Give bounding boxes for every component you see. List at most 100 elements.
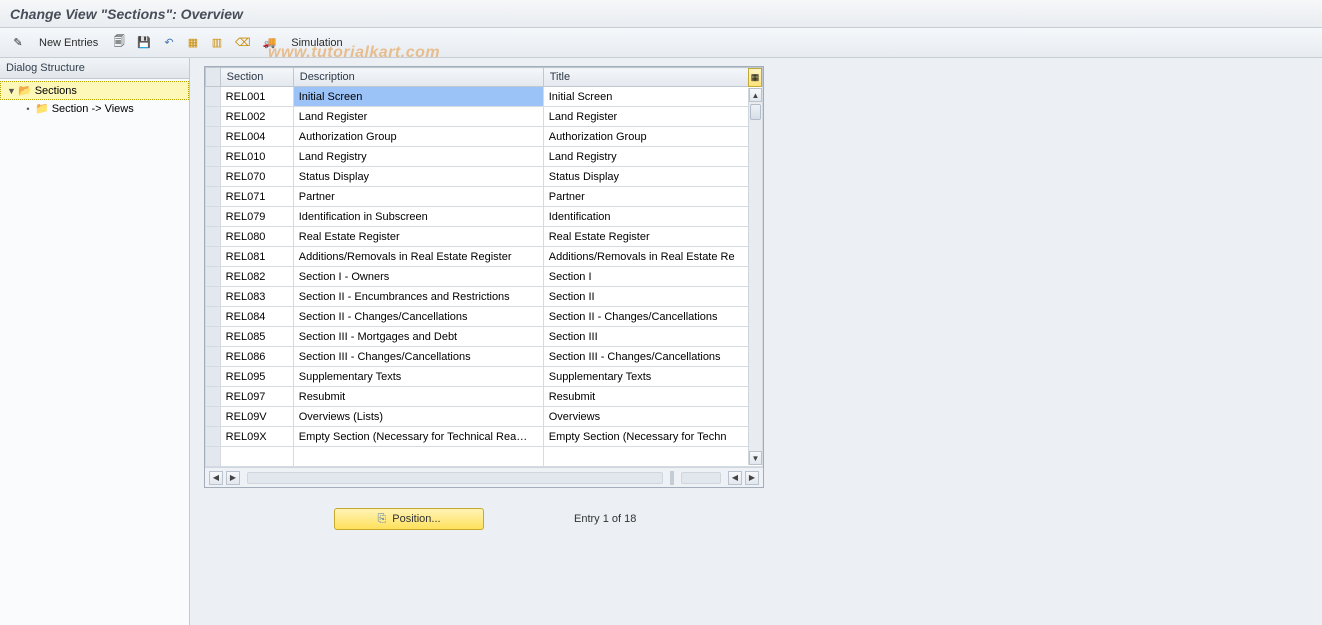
scroll-down-button[interactable]: ▼ xyxy=(749,451,762,465)
cell-title[interactable]: Identification xyxy=(543,207,762,227)
cell-section[interactable]: REL083 xyxy=(220,287,293,307)
row-selector[interactable] xyxy=(206,127,221,147)
table-row[interactable]: REL083Section II - Encumbrances and Rest… xyxy=(206,287,763,307)
cell-section[interactable]: REL079 xyxy=(220,207,293,227)
hscroll-track-right[interactable] xyxy=(681,472,721,484)
cell-section[interactable]: REL081 xyxy=(220,247,293,267)
cell-section[interactable]: REL086 xyxy=(220,347,293,367)
table-row[interactable]: REL080Real Estate RegisterReal Estate Re… xyxy=(206,227,763,247)
cell-section[interactable]: REL080 xyxy=(220,227,293,247)
table-row[interactable]: REL095Supplementary TextsSupplementary T… xyxy=(206,367,763,387)
hscroll-track-left[interactable] xyxy=(247,472,663,484)
cell-title[interactable]: Authorization Group xyxy=(543,127,762,147)
table-row[interactable]: REL09XEmpty Section (Necessary for Techn… xyxy=(206,427,763,447)
row-selector[interactable] xyxy=(206,307,221,327)
table-row[interactable]: REL097ResubmitResubmit xyxy=(206,387,763,407)
cell-section[interactable]: REL004 xyxy=(220,127,293,147)
table-row[interactable]: REL001Initial ScreenInitial Screen xyxy=(206,87,763,107)
cell-title[interactable]: Section III - Changes/Cancellations xyxy=(543,347,762,367)
row-selector[interactable] xyxy=(206,267,221,287)
cell-title[interactable]: Resubmit xyxy=(543,387,762,407)
row-selector[interactable] xyxy=(206,407,221,427)
row-selector[interactable] xyxy=(206,227,221,247)
row-selector[interactable] xyxy=(206,247,221,267)
table-row[interactable]: REL004Authorization GroupAuthorization G… xyxy=(206,127,763,147)
table-row[interactable]: REL085Section III - Mortgages and DebtSe… xyxy=(206,327,763,347)
table-row[interactable]: REL081Additions/Removals in Real Estate … xyxy=(206,247,763,267)
vertical-scrollbar[interactable]: ▲ ▼ xyxy=(748,88,762,465)
cell-section[interactable]: REL001 xyxy=(220,87,293,107)
cell-description[interactable]: Status Display xyxy=(293,167,543,187)
cell-description[interactable]: Partner xyxy=(293,187,543,207)
cell-description[interactable]: Additions/Removals in Real Estate Regist… xyxy=(293,247,543,267)
col-selector[interactable] xyxy=(206,68,221,87)
cell-title[interactable]: Real Estate Register xyxy=(543,227,762,247)
col-section[interactable]: Section xyxy=(220,68,293,87)
cell-section[interactable]: REL09V xyxy=(220,407,293,427)
cell-description[interactable]: Section III - Mortgages and Debt xyxy=(293,327,543,347)
cell-section[interactable]: REL084 xyxy=(220,307,293,327)
row-selector[interactable] xyxy=(206,427,221,447)
row-selector[interactable] xyxy=(206,147,221,167)
cell-title[interactable]: Section II - Changes/Cancellations xyxy=(543,307,762,327)
scroll-track[interactable] xyxy=(749,102,762,451)
cell-section[interactable]: REL071 xyxy=(220,187,293,207)
row-selector[interactable] xyxy=(206,207,221,227)
cell-section[interactable]: REL097 xyxy=(220,387,293,407)
row-selector[interactable] xyxy=(206,87,221,107)
cell-title[interactable]: Section I xyxy=(543,267,762,287)
row-selector[interactable] xyxy=(206,367,221,387)
position-button[interactable]: ⎘ Position... xyxy=(334,508,484,530)
hscroll-left-2[interactable]: ◀ xyxy=(728,471,742,485)
cell-title[interactable]: Section II xyxy=(543,287,762,307)
cell-description[interactable]: Empty Section (Necessary for Technical R… xyxy=(293,427,543,447)
cell-section[interactable]: REL09X xyxy=(220,427,293,447)
cell-title[interactable]: Land Registry xyxy=(543,147,762,167)
new-entries-button[interactable]: New Entries xyxy=(32,33,105,53)
table-row[interactable]: REL079Identification in SubscreenIdentif… xyxy=(206,207,763,227)
cell-description[interactable]: Land Registry xyxy=(293,147,543,167)
table-row[interactable]: REL086 Section III - Changes/Cancellation… xyxy=(206,347,763,367)
simulation-button[interactable]: Simulation xyxy=(284,33,349,53)
copy-button[interactable]: 🗐 xyxy=(109,33,129,53)
row-selector[interactable] xyxy=(206,107,221,127)
table-row[interactable]: REL082Section I - OwnersSection I xyxy=(206,267,763,287)
row-selector[interactable] xyxy=(206,287,221,307)
hscroll-split[interactable] xyxy=(670,471,674,485)
cell-section[interactable]: REL010 xyxy=(220,147,293,167)
transport-button[interactable]: 🚚 xyxy=(259,33,281,53)
table-config-button[interactable]: ▦ xyxy=(748,68,762,87)
cell-description[interactable]: Real Estate Register xyxy=(293,227,543,247)
scroll-thumb[interactable] xyxy=(750,104,761,120)
row-selector[interactable] xyxy=(206,387,221,407)
cell-description[interactable]: Authorization Group xyxy=(293,127,543,147)
row-selector[interactable] xyxy=(206,327,221,347)
hscroll-right-2[interactable]: ▶ xyxy=(745,471,759,485)
table-row[interactable]: REL010Land RegistryLand Registry xyxy=(206,147,763,167)
tree-node-sections[interactable]: ▼ 📂 Sections xyxy=(0,81,189,100)
table-row[interactable]: REL002Land RegisterLand Register xyxy=(206,107,763,127)
hscroll-left-1[interactable]: ◀ xyxy=(209,471,223,485)
cell-description[interactable]: Section II - Encumbrances and Restrictio… xyxy=(293,287,543,307)
table-row[interactable]: REL071PartnerPartner xyxy=(206,187,763,207)
cell-section[interactable]: REL082 xyxy=(220,267,293,287)
select-all-button[interactable]: ▦ xyxy=(183,33,203,53)
hscroll-right-1[interactable]: ▶ xyxy=(226,471,240,485)
table-row[interactable]: REL070Status DisplayStatus Display xyxy=(206,167,763,187)
cell-title[interactable]: Overviews xyxy=(543,407,762,427)
tree-node-section-views[interactable]: • 📁 Section -> Views xyxy=(0,100,189,117)
row-selector[interactable] xyxy=(206,167,221,187)
cell-description[interactable]: Section II - Changes/Cancellations xyxy=(293,307,543,327)
cell-section[interactable]: REL002 xyxy=(220,107,293,127)
cell-title[interactable]: Section III xyxy=(543,327,762,347)
cell-description[interactable]: Supplementary Texts xyxy=(293,367,543,387)
cell-section[interactable]: REL070 xyxy=(220,167,293,187)
table-row[interactable]: REL09VOverviews (Lists)Overviews xyxy=(206,407,763,427)
cell-description[interactable]: Identification in Subscreen xyxy=(293,207,543,227)
undo-button[interactable]: ↶ xyxy=(159,33,179,53)
row-selector[interactable] xyxy=(206,347,221,367)
delete-button[interactable]: ⌫ xyxy=(231,33,255,53)
cell-title[interactable]: Land Register xyxy=(543,107,762,127)
cell-title[interactable]: Supplementary Texts xyxy=(543,367,762,387)
cell-title[interactable]: Initial Screen xyxy=(543,87,762,107)
